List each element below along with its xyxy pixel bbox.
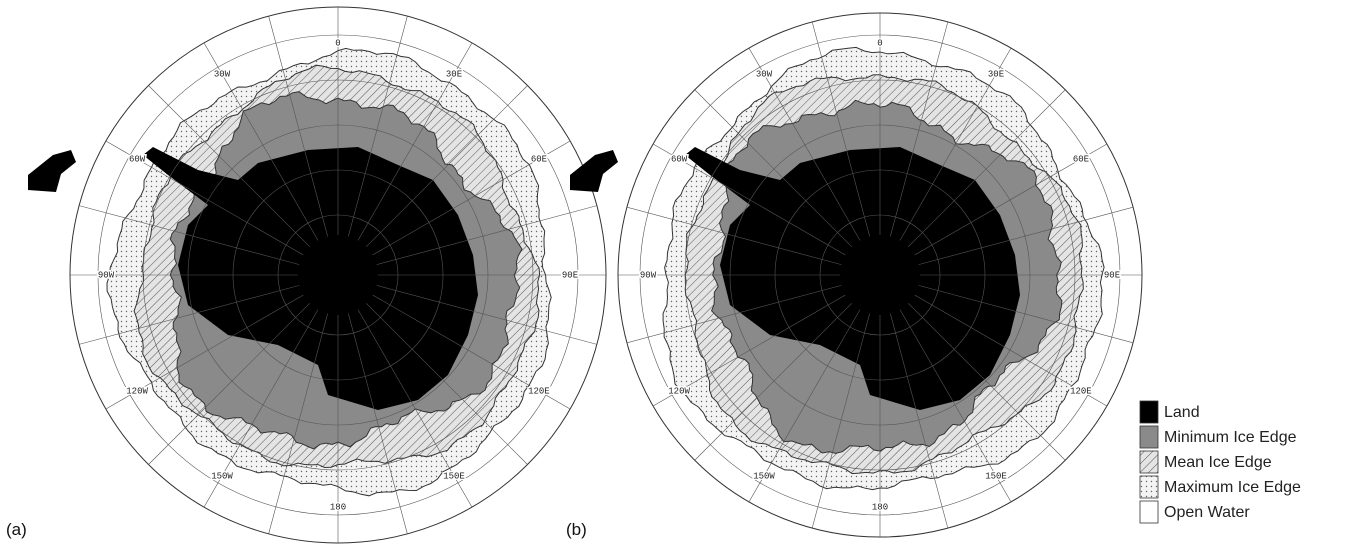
panel-label: (b) [566, 520, 587, 539]
longitude-label: 30W [756, 69, 773, 79]
longitude-label: 150W [211, 471, 233, 481]
longitude-label: 120E [1070, 386, 1092, 396]
longitude-label: 120E [528, 386, 550, 396]
longitude-label: 150E [443, 471, 465, 481]
polar-map: 0 30E 60E 90E 120E 150E 180 150W 120W 90W 60W 30W [28, 7, 606, 543]
longitude-label: 0 [335, 38, 340, 48]
legend-swatch [1140, 451, 1158, 473]
legend-swatch [1140, 476, 1158, 498]
legend-label: Minimum Ice Edge [1164, 429, 1297, 446]
figure: 0 30E 60E 90E 120E 150E 180 150W 120W 90W 60W 30W (a… [0, 0, 1354, 546]
legend-swatch [1140, 401, 1158, 423]
longitude-label: 30E [446, 69, 462, 79]
longitude-label: 60W [129, 154, 146, 164]
longitude-label: 60W [671, 154, 688, 164]
legend-label: Maximum Ice Edge [1164, 479, 1301, 496]
longitude-label: 0 [877, 38, 882, 48]
longitude-label: 120W [668, 386, 690, 396]
legend-label: Open Water [1164, 504, 1250, 521]
longitude-label: 90W [98, 270, 115, 280]
longitude-label: 90W [640, 270, 657, 280]
longitude-label: 120W [126, 386, 148, 396]
legend-label: Mean Ice Edge [1164, 454, 1272, 471]
longitude-label: 90E [562, 270, 578, 280]
polar-map: 0 30E 60E 90E 120E 150E 180 150W 120W 90W 60W 30W [570, 13, 1142, 537]
longitude-label: 30W [214, 69, 231, 79]
longitude-label: 30E [988, 69, 1004, 79]
longitude-label: 60E [1073, 154, 1089, 164]
longitude-label: 150W [753, 471, 775, 481]
south-america [28, 150, 76, 192]
longitude-label: 180 [872, 502, 888, 512]
longitude-label: 180 [330, 502, 346, 512]
longitude-label: 90E [1104, 270, 1120, 280]
longitude-label: 150E [985, 471, 1007, 481]
panel-label: (a) [6, 520, 27, 539]
legend-swatch [1140, 501, 1158, 523]
legend-swatch [1140, 426, 1158, 448]
legend-label: Land [1164, 404, 1200, 421]
longitude-label: 60E [531, 154, 547, 164]
